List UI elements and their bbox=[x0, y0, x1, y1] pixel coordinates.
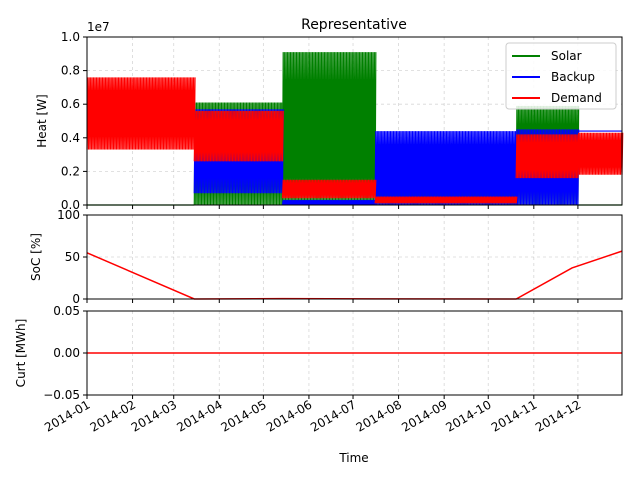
y-tick-label: 0.6 bbox=[61, 97, 80, 111]
series-backup-segment-2 bbox=[281, 199, 377, 206]
y-tick-label: 0.2 bbox=[61, 164, 80, 178]
legend-box bbox=[505, 42, 617, 110]
heat-x-ticks bbox=[86, 205, 579, 209]
soc-grid bbox=[86, 214, 622, 300]
curt-y-axis-label: Curt [MWh] bbox=[14, 319, 28, 388]
x-tick-label: 2014-07 bbox=[308, 397, 358, 434]
series-demand-segment-5 bbox=[577, 132, 624, 175]
heat-axes-frame bbox=[86, 36, 623, 206]
x-tick-label: 2014-09 bbox=[399, 397, 449, 434]
series-solar-segment-2 bbox=[281, 52, 377, 206]
y-tick-label: 0.0 bbox=[61, 198, 80, 212]
y-tick-label: 0.00 bbox=[53, 346, 80, 360]
series-demand-segment-0 bbox=[86, 77, 196, 150]
curt-panel: −0.050.000.05 2014-012014-022014-032014-… bbox=[14, 304, 623, 465]
legend-label-backup: Backup bbox=[551, 70, 595, 84]
heat-panel: 0.0 0.2 0.4 0.6 0.8 1.0 Representative 1e7 He… bbox=[35, 17, 624, 212]
series-demand-segment-2 bbox=[281, 179, 377, 199]
series-line bbox=[86, 250, 623, 300]
x-tick-label: 2014-10 bbox=[443, 397, 493, 434]
y-tick-label: 0.05 bbox=[53, 304, 80, 318]
x-tick-label: 2014-01 bbox=[42, 397, 92, 434]
x-tick-label: 2014-12 bbox=[533, 397, 583, 434]
x-tick-label: 2014-05 bbox=[218, 397, 268, 434]
heat-y-offset-text: 1e7 bbox=[87, 20, 110, 34]
y-tick-label: 100 bbox=[57, 208, 80, 222]
legend: Solar Backup Demand bbox=[505, 42, 617, 110]
legend-label-demand: Demand bbox=[551, 91, 602, 105]
curt-y-ticks: −0.05 0.00 0.05 bbox=[43, 304, 87, 402]
soc-series bbox=[86, 250, 623, 300]
series-demand-segment-1 bbox=[193, 110, 284, 162]
soc-x-ticks bbox=[86, 299, 579, 303]
legend-label-solar: Solar bbox=[551, 49, 582, 63]
y-tick-label: 50 bbox=[65, 250, 80, 264]
x-tick-label: 2014-03 bbox=[129, 397, 179, 434]
curt-x-ticks: 2014-012014-022014-032014-042014-052014-… bbox=[42, 395, 583, 435]
x-tick-label: 2014-11 bbox=[489, 397, 539, 434]
x-tick-label: 2014-04 bbox=[174, 397, 224, 434]
series-demand-segment-3 bbox=[374, 196, 518, 204]
soc-y-ticks: 0 50 100 bbox=[57, 208, 87, 306]
heat-y-ticks: 0.0 0.2 0.4 0.6 0.8 1.0 bbox=[61, 30, 87, 212]
series-demand-segment-4 bbox=[515, 134, 580, 179]
x-tick-label: 2014-02 bbox=[88, 397, 138, 434]
soc-panel: 0 50 100 SoC [%] bbox=[29, 208, 623, 306]
x-axis-label: Time bbox=[338, 451, 368, 465]
soc-y-axis-label: SoC [%] bbox=[29, 233, 43, 281]
x-tick-label: 2014-06 bbox=[264, 397, 314, 434]
y-tick-label: −0.05 bbox=[43, 388, 80, 402]
chart-title: Representative bbox=[301, 17, 407, 33]
y-tick-label: 0 bbox=[72, 292, 80, 306]
y-tick-label: 0.4 bbox=[61, 131, 80, 145]
heat-y-axis-label: Heat [W] bbox=[35, 94, 49, 148]
y-tick-label: 0.8 bbox=[61, 64, 80, 78]
x-tick-label: 2014-08 bbox=[354, 397, 404, 434]
y-tick-label: 1.0 bbox=[61, 30, 80, 44]
series-backup-segment-3 bbox=[374, 131, 518, 206]
